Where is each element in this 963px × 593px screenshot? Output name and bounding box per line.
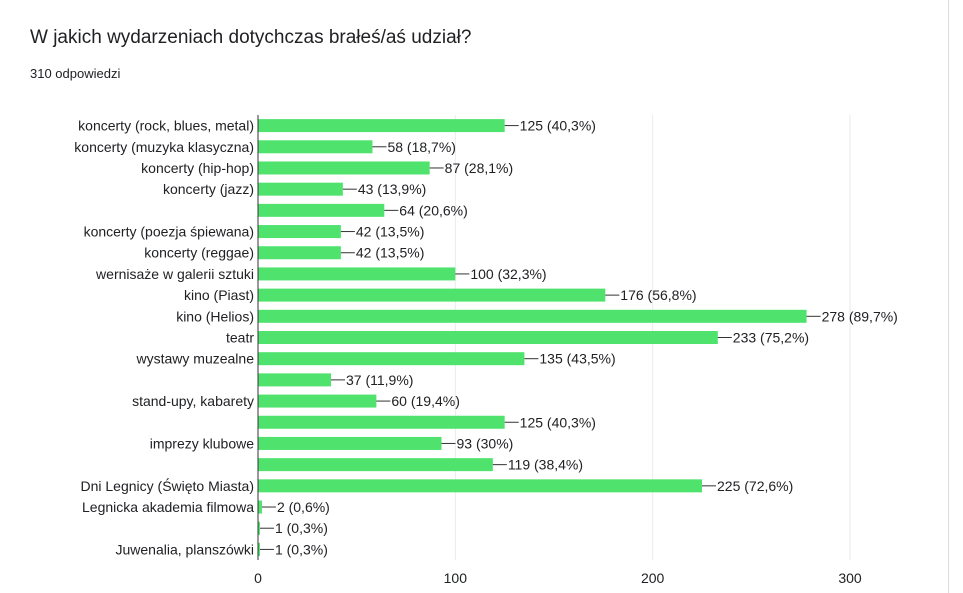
card-border — [948, 0, 949, 593]
data-label: 233 (75,2%) — [733, 330, 809, 346]
category-label: wystawy muzealne — [136, 351, 255, 367]
data-label: 1 (0,3%) — [275, 541, 328, 557]
data-label: 225 (72,6%) — [717, 478, 793, 494]
category-label: stand-upy, kabarety — [132, 393, 254, 409]
data-label: 87 (28,1%) — [445, 160, 513, 176]
bar — [258, 479, 702, 493]
data-label: 100 (32,3%) — [470, 266, 546, 282]
bar — [258, 436, 442, 450]
bar — [258, 267, 456, 281]
bar — [258, 182, 343, 196]
x-tick-label: 0 — [254, 570, 262, 586]
x-tick-label: 300 — [838, 570, 862, 586]
bar — [258, 246, 341, 260]
data-label: 64 (20,6%) — [399, 202, 467, 218]
bar — [258, 415, 505, 429]
question-title: W jakich wydarzeniach dotychczas brałeś/… — [30, 27, 472, 48]
data-label: 58 (18,7%) — [387, 139, 455, 155]
bar — [258, 161, 430, 175]
data-label: 176 (56,8%) — [620, 287, 696, 303]
bar — [258, 140, 373, 154]
bar — [258, 373, 332, 387]
data-label: 37 (11,9%) — [346, 372, 413, 388]
category-label: koncerty (jazz) — [163, 181, 254, 197]
x-tick-label: 100 — [444, 570, 468, 586]
category-label: Juwenalia, planszówki — [115, 541, 254, 557]
bar — [258, 331, 718, 344]
category-label: koncerty (hip-hop) — [141, 160, 254, 176]
category-label: Legnicka akademia filmowa — [82, 499, 254, 515]
data-label: 60 (19,4%) — [391, 393, 459, 409]
bar — [258, 521, 260, 535]
category-label: wernisaże w galerii sztuki — [95, 266, 254, 282]
bar — [258, 500, 262, 514]
bar — [258, 458, 493, 472]
bar — [258, 394, 377, 408]
category-label: koncerty (poezja śpiewana) — [84, 224, 254, 240]
data-label: 93 (30%) — [457, 435, 514, 451]
data-label: 278 (89,7%) — [822, 308, 898, 324]
bar — [258, 119, 505, 133]
category-label: koncerty (muzyka klasyczna) — [74, 139, 254, 155]
data-label: 1 (0,3%) — [275, 520, 328, 536]
data-label: 2 (0,6%) — [277, 499, 330, 515]
data-label: 42 (13,5%) — [356, 224, 424, 240]
category-label: imprezy klubowe — [150, 435, 254, 451]
response-count: 310 odpowiedzi — [30, 66, 121, 81]
data-label: 125 (40,3%) — [520, 414, 596, 430]
data-label: 119 (38,4%) — [508, 457, 583, 473]
category-label: kino (Helios) — [176, 308, 254, 324]
bar — [258, 352, 525, 366]
data-label: 135 (43,5%) — [539, 351, 615, 367]
data-label: 125 (40,3%) — [520, 118, 596, 134]
category-label: koncerty (rock, blues, metal) — [78, 118, 254, 134]
category-label: teatr — [226, 330, 254, 346]
bar — [258, 309, 807, 323]
bar — [258, 288, 606, 302]
bar — [258, 542, 260, 556]
data-label: 42 (13,5%) — [356, 245, 424, 261]
data-label: 43 (13,9%) — [358, 181, 426, 197]
bar — [258, 225, 341, 239]
x-tick-label: 200 — [641, 570, 665, 586]
category-label: Dni Legnicy (Święto Miasta) — [80, 477, 254, 494]
bar — [258, 203, 385, 217]
category-label: kino (Piast) — [184, 287, 254, 303]
category-label: koncerty (reggae) — [144, 245, 254, 261]
